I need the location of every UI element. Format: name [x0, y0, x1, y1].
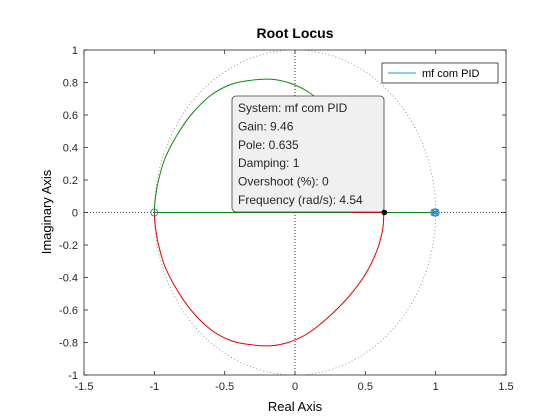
y-tick-label: 0.6 [63, 110, 78, 122]
datatip-marker[interactable] [381, 209, 388, 216]
datatip-box [231, 95, 385, 213]
datatip-line: Damping: 1 [238, 156, 300, 170]
x-tick-label: 1 [433, 381, 439, 393]
datatip-line: Overshoot (%): 0 [238, 175, 329, 189]
x-tick-label: -1.5 [75, 381, 94, 393]
datatip-line: Pole: 0.635 [238, 138, 299, 152]
x-axis-label: Real Axis [268, 399, 323, 414]
y-tick-label: 0.4 [63, 143, 78, 155]
x-tick-label: -0.5 [215, 381, 234, 393]
chart-title: Root Locus [257, 25, 334, 41]
pole-marker-0 [432, 209, 440, 216]
zero-marker-0 [150, 208, 159, 217]
x-tick-label: 1.5 [498, 381, 513, 393]
y-tick-label: -0.8 [59, 338, 78, 350]
x-tick-label: -1 [149, 381, 159, 393]
x-tick-label: 0.5 [358, 381, 373, 393]
y-tick-label: 0.8 [63, 78, 78, 90]
y-tick-label: -0.4 [59, 273, 78, 285]
locus-branch-2 [153, 212, 385, 347]
datatip-line: Gain: 9.46 [238, 119, 294, 133]
y-tick-label: -0.6 [59, 305, 78, 317]
y-tick-label: -1 [68, 370, 78, 382]
y-tick-label: 0 [72, 208, 78, 220]
datatip-line: Frequency (rad/s): 4.54 [238, 193, 363, 207]
y-tick-label: -0.2 [59, 240, 78, 252]
legend-box [381, 62, 499, 84]
pole-marker-1 [430, 209, 438, 216]
x-tick-label: 0 [292, 381, 298, 393]
y-axis-label: Imaginary Axis [39, 169, 54, 254]
zero-marker-2 [430, 208, 439, 217]
legend-entry-label: mf com PID [422, 68, 480, 80]
y-tick-label: 1 [72, 45, 78, 57]
datatip-line: System: mf com PID [238, 101, 348, 115]
y-tick-label: 0.2 [63, 175, 78, 187]
